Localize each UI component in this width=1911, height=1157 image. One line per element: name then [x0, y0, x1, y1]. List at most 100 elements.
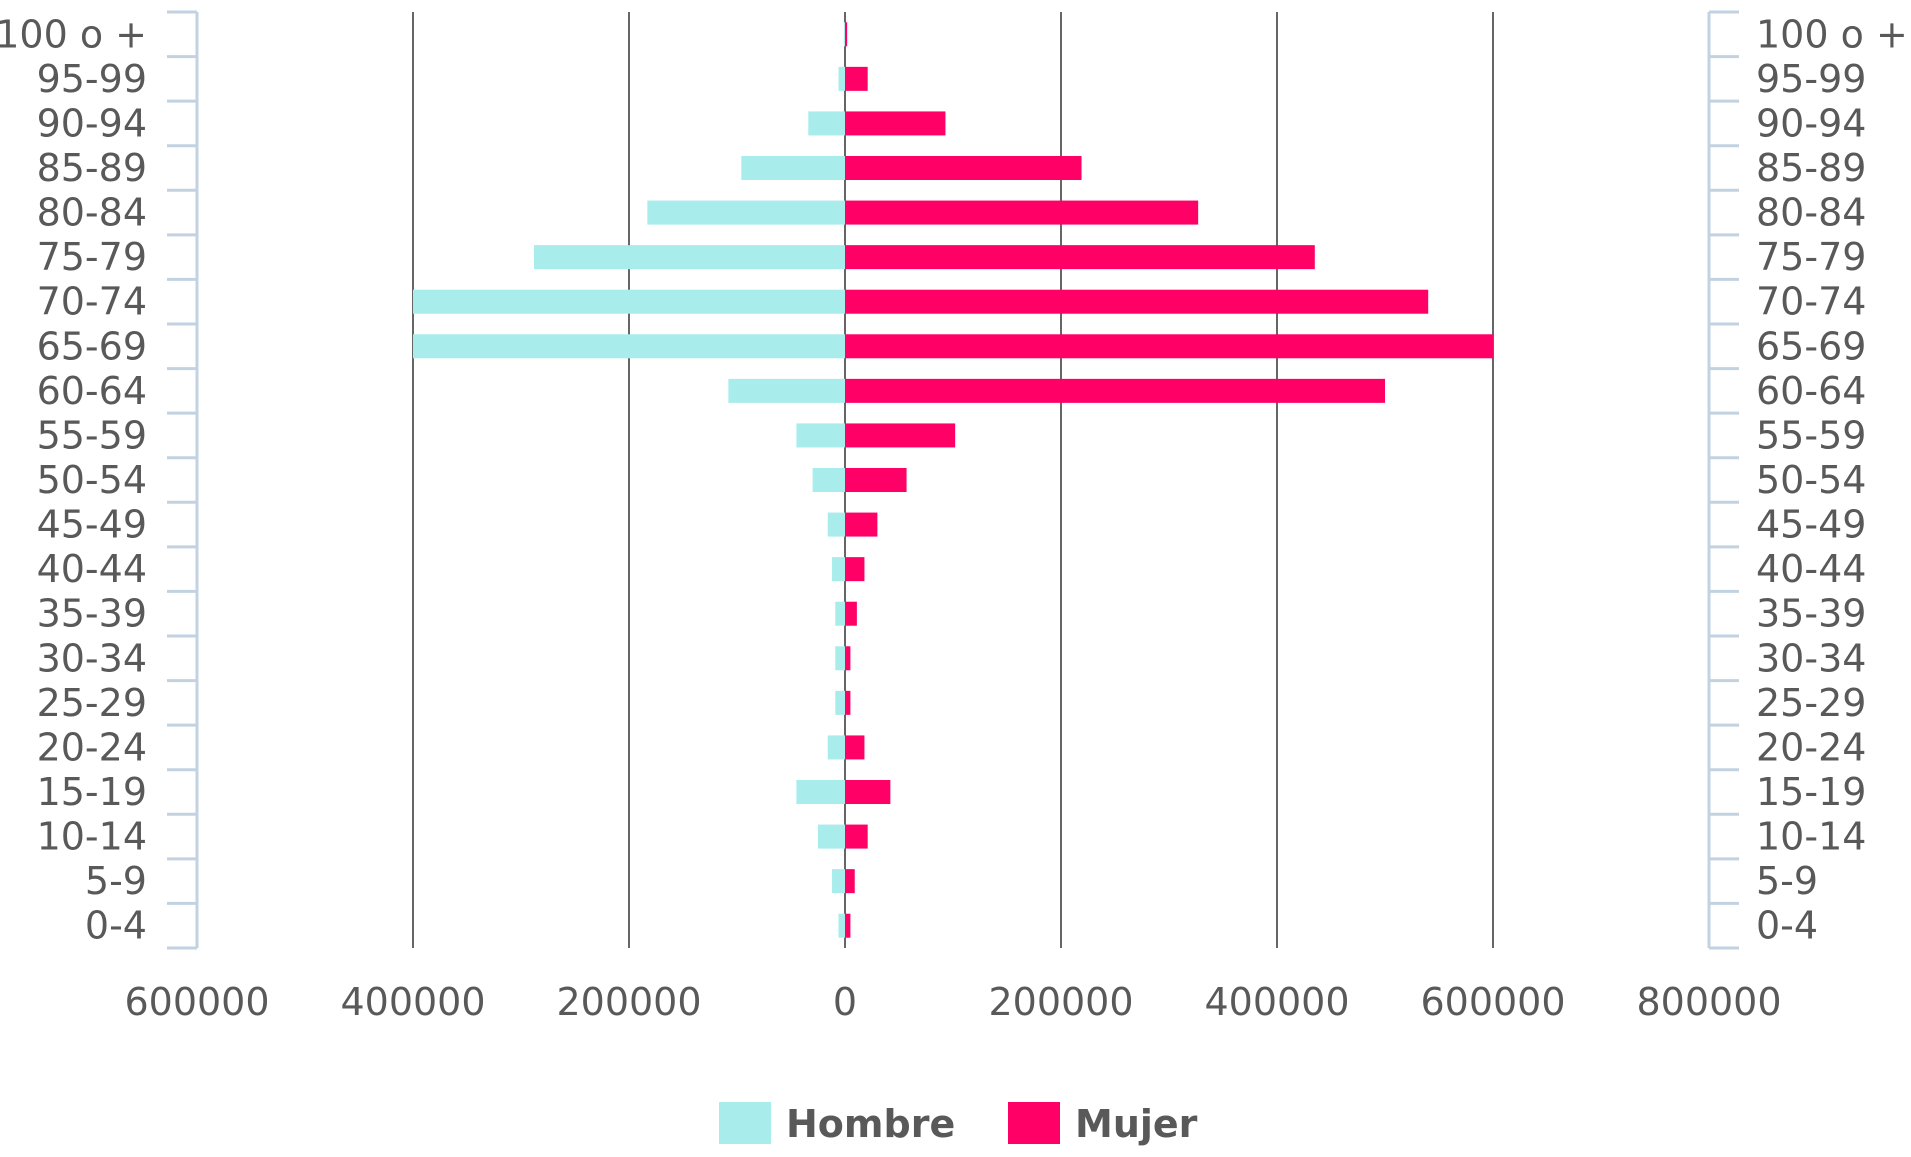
- left-category-label: 45-49: [37, 503, 147, 547]
- right-category-label: 50-54: [1756, 458, 1866, 502]
- bar-hombre-90-94: [808, 111, 845, 136]
- x-tick-label: 600000: [124, 980, 269, 1024]
- bar-mujer-50-54: [845, 468, 907, 492]
- bar-mujer-15-19: [845, 780, 891, 804]
- right-category-label: 65-69: [1756, 324, 1866, 368]
- right-category-label: 20-24: [1756, 725, 1866, 769]
- right-category-label: 10-14: [1756, 815, 1866, 859]
- bar-mujer-25-29: [845, 690, 851, 715]
- x-tick-labels: 600000 400000 200000 0 200000 400000 600000 800…: [124, 980, 1781, 1024]
- x-tick-label: 800000: [1636, 980, 1781, 1024]
- left-category-label: 50-54: [37, 458, 147, 502]
- bar-mujer-100-o: [845, 22, 848, 47]
- bar-mujer-30-34: [845, 646, 851, 671]
- left-category-label: 95-99: [37, 57, 147, 101]
- legend: Hombre Mujer: [719, 1102, 1198, 1146]
- x-tick-label: 200000: [988, 980, 1133, 1024]
- bar-hombre-70-74: [413, 289, 845, 314]
- bar-mujer-5-9: [845, 869, 855, 894]
- bar-hombre-40-44: [832, 557, 845, 582]
- left-category-label: 100 o +: [0, 12, 147, 56]
- bar-hombre-0-4: [838, 913, 845, 938]
- left-category-label: 80-84: [37, 191, 147, 235]
- right-category-label: 75-79: [1756, 235, 1866, 279]
- bar-hombre-75-79: [533, 245, 845, 270]
- bar-hombre-65-69: [413, 334, 845, 359]
- bar-mujer-10-14: [845, 824, 868, 849]
- left-category-label: 10-14: [37, 815, 147, 859]
- bar-mujer-40-44: [845, 557, 865, 582]
- right-category-label: 95-99: [1756, 57, 1866, 101]
- left-category-label: 90-94: [37, 101, 147, 145]
- bar-mujer-80-84: [845, 200, 1199, 225]
- bar-mujer-20-24: [845, 735, 865, 760]
- x-tick-label: 200000: [556, 980, 701, 1024]
- bar-mujer-90-94: [845, 111, 946, 136]
- legend-swatch-mujer: [1008, 1102, 1060, 1144]
- x-tick-label: 0: [833, 980, 857, 1024]
- right-category-label: 90-94: [1756, 101, 1866, 145]
- bar-mujer-85-89: [845, 156, 1082, 180]
- bar-hombre-10-14: [818, 824, 845, 849]
- bar-hombre-5-9: [832, 869, 845, 894]
- bar-hombre-30-34: [835, 646, 845, 671]
- right-category-label: 5-9: [1756, 859, 1818, 903]
- right-category-label: 80-84: [1756, 191, 1866, 235]
- category-axes: 0-45-910-1415-1920-2425-2930-3435-3940-4…: [0, 10, 1908, 950]
- left-category-label: 0-4: [85, 904, 147, 948]
- right-category-label: 55-59: [1756, 413, 1866, 457]
- right-category-label: 0-4: [1756, 904, 1818, 948]
- grid-lines: [412, 12, 1494, 948]
- right-category-label: 15-19: [1756, 770, 1866, 814]
- bar-mujer-65-69: [845, 334, 1493, 359]
- bar-mujer-55-59: [845, 423, 956, 448]
- left-category-label: 55-59: [37, 413, 147, 457]
- left-category-label: 20-24: [37, 725, 147, 769]
- bar-hombre-95-99: [838, 66, 845, 91]
- left-category-label: 70-74: [37, 280, 147, 324]
- bars: [413, 22, 1493, 938]
- bar-hombre-60-64: [728, 378, 845, 403]
- right-category-label: 60-64: [1756, 369, 1866, 413]
- bar-hombre-100-o: [843, 22, 845, 47]
- legend-swatch-hombre: [719, 1102, 771, 1144]
- bar-mujer-0-4: [845, 913, 851, 938]
- bar-hombre-80-84: [647, 200, 845, 225]
- legend-label-hombre: Hombre: [786, 1102, 955, 1146]
- bar-hombre-25-29: [835, 690, 845, 715]
- left-category-label: 65-69: [37, 324, 147, 368]
- left-category-label: 60-64: [37, 369, 147, 413]
- x-tick-label: 400000: [1204, 980, 1349, 1024]
- bar-hombre-45-49: [827, 512, 845, 537]
- right-category-label: 100 o +: [1756, 12, 1908, 56]
- x-tick-label: 400000: [340, 980, 485, 1024]
- legend-label-mujer: Mujer: [1075, 1102, 1198, 1146]
- x-tick-label: 600000: [1420, 980, 1565, 1024]
- right-category-label: 30-34: [1756, 636, 1866, 680]
- right-category-label: 40-44: [1756, 547, 1866, 591]
- bar-mujer-75-79: [845, 245, 1315, 270]
- bar-hombre-15-19: [796, 780, 845, 804]
- bar-mujer-45-49: [845, 512, 878, 537]
- left-category-label: 85-89: [37, 146, 147, 190]
- left-category-label: 75-79: [37, 235, 147, 279]
- bar-mujer-70-74: [845, 289, 1429, 314]
- bar-mujer-95-99: [845, 66, 868, 91]
- right-category-label: 70-74: [1756, 280, 1866, 324]
- right-category-label: 45-49: [1756, 503, 1866, 547]
- right-category-label: 85-89: [1756, 146, 1866, 190]
- bar-hombre-20-24: [827, 735, 845, 760]
- left-category-label: 40-44: [37, 547, 147, 591]
- bar-mujer-60-64: [845, 378, 1385, 403]
- left-category-label: 5-9: [85, 859, 147, 903]
- left-category-label: 25-29: [37, 681, 147, 725]
- bar-mujer-35-39: [845, 601, 857, 626]
- left-category-label: 35-39: [37, 592, 147, 636]
- bar-hombre-35-39: [835, 601, 845, 626]
- bar-hombre-85-89: [741, 156, 845, 180]
- left-category-label: 30-34: [37, 636, 147, 680]
- bar-hombre-50-54: [812, 468, 845, 492]
- bar-hombre-55-59: [796, 423, 845, 448]
